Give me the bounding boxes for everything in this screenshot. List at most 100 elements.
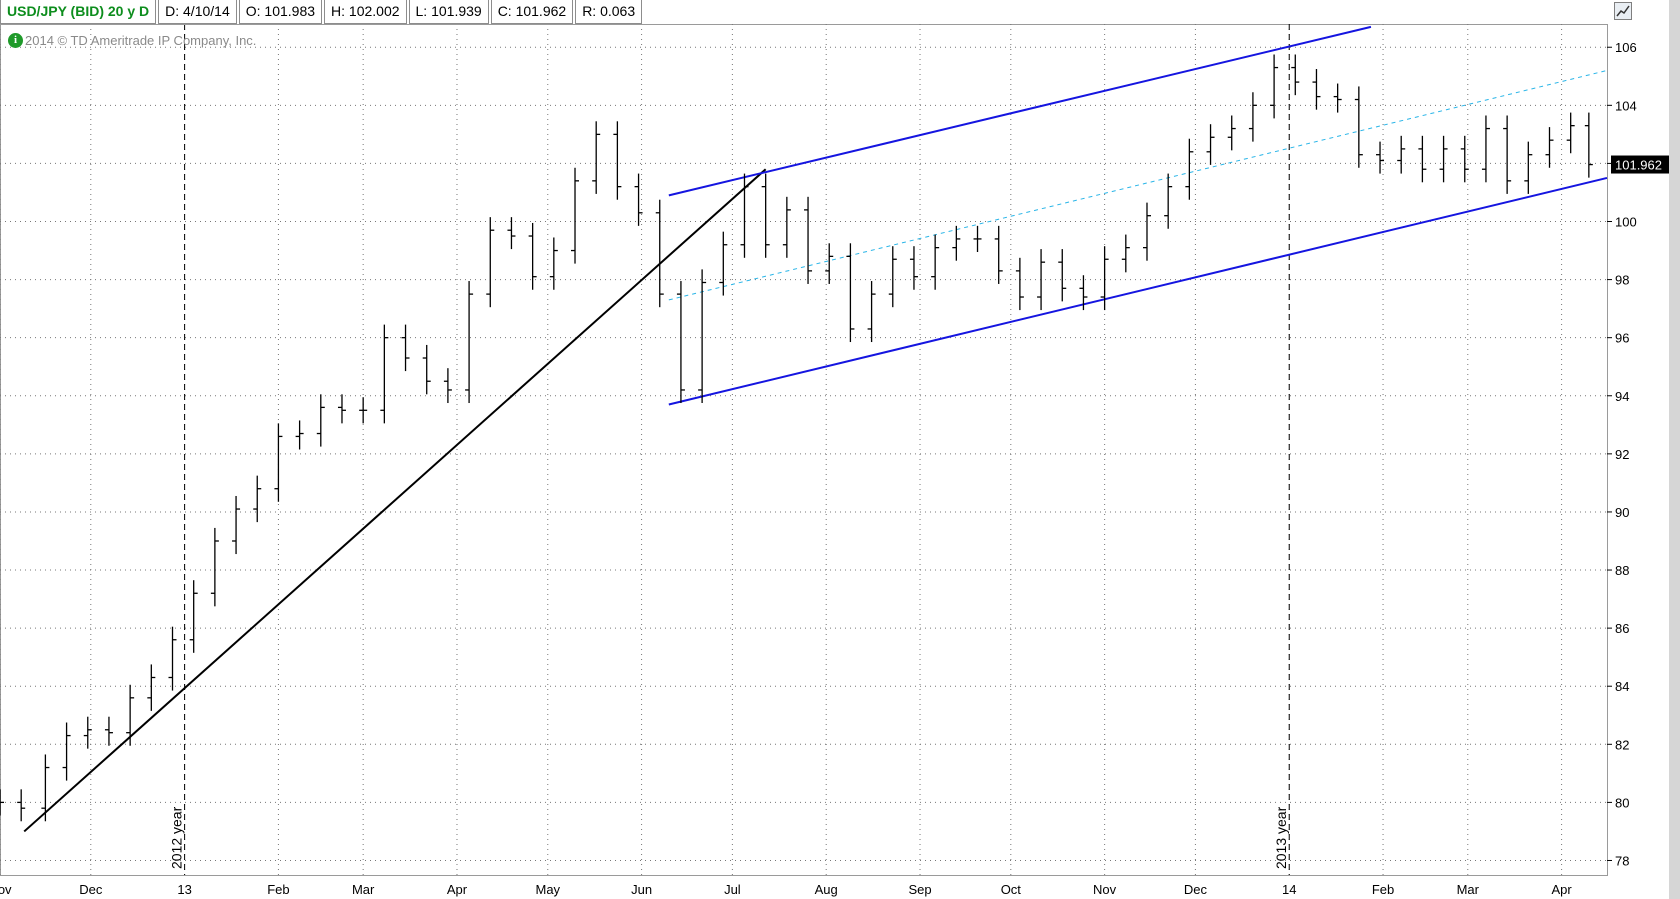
ohlc-bar <box>17 789 26 822</box>
ohlc-bar <box>994 225 1003 284</box>
x-tick-label: Feb <box>1372 882 1394 897</box>
chart-settings-icon <box>1616 5 1630 17</box>
ohlc-bar <box>1185 138 1194 200</box>
y-tick-label: 78 <box>1615 853 1629 868</box>
ohlc-bar <box>507 217 516 250</box>
ohlc-bar <box>867 281 876 343</box>
ohlc-bar <box>571 167 580 264</box>
ohlc-bar <box>232 495 241 555</box>
ohlc-bar <box>676 281 685 404</box>
y-tick-label: 100 <box>1615 215 1637 230</box>
ohlc-bar <box>1481 115 1490 183</box>
y-tick-label: 104 <box>1615 98 1637 113</box>
x-tick-label: Oct <box>1001 882 1022 897</box>
x-tick-label: 13 <box>177 882 191 897</box>
y-tick-label: 94 <box>1615 389 1629 404</box>
y-tick-label: 98 <box>1615 273 1629 288</box>
ohlc-bar <box>973 225 982 252</box>
y-tick-label: 84 <box>1615 679 1629 694</box>
copyright-notice: i 2014 © TD Ameritrade IP Company, Inc. <box>8 31 256 49</box>
chart-settings-button[interactable] <box>1614 2 1632 20</box>
ohlc-bar <box>1397 135 1406 174</box>
ohlc-bar <box>528 222 537 290</box>
last-price-box <box>1611 155 1669 174</box>
ohlc-bar <box>1545 127 1554 168</box>
channel-lower <box>668 176 1608 406</box>
ohlc-bar <box>380 324 389 424</box>
ohlc-bar <box>1333 83 1342 113</box>
x-tick-label: Nov <box>1093 882 1117 897</box>
ohlc-bar <box>62 722 71 781</box>
ohlc-bar <box>422 344 431 395</box>
ohlc-bar <box>1164 173 1173 229</box>
ohlc-bar <box>1460 135 1469 183</box>
symbol-label[interactable]: USD/JPY (BID) 20 y D <box>0 0 157 24</box>
ohlc-bar <box>274 423 283 502</box>
ohlc-bar <box>316 394 325 447</box>
y-tick-label: 106 <box>1615 40 1637 55</box>
ohlc-bar <box>1566 112 1575 154</box>
ohlc-bar <box>1418 135 1427 183</box>
year-label: 2013 year <box>1273 806 1289 869</box>
last-price-marker: 101.962 <box>1611 155 1669 174</box>
ohlc-bar <box>83 716 92 749</box>
ohlc-bar <box>1058 249 1067 302</box>
ohlc-bar <box>0 789 4 816</box>
y-tick-label: 92 <box>1615 447 1629 462</box>
ohlc-bar <box>465 281 474 404</box>
ohlc-bar <box>825 243 834 284</box>
ohlc-bar <box>655 199 664 308</box>
x-tick-label: May <box>535 882 560 897</box>
y-tick-label: 82 <box>1615 737 1629 752</box>
high-readout: H: 102.002 <box>324 0 407 24</box>
drawing-lines <box>23 25 1608 833</box>
channel-upper <box>668 25 1372 197</box>
ohlc-bar <box>931 234 940 290</box>
low-readout: L: 101.939 <box>408 0 489 24</box>
ohlc-bar <box>147 664 156 711</box>
ohlc-bar <box>1079 275 1088 311</box>
ohlc-bar <box>104 716 113 746</box>
plot-frame <box>0 24 1608 876</box>
ohlc-bar <box>1354 86 1363 168</box>
x-tick-label: Apr <box>447 882 468 897</box>
last-price-label: 101.962 <box>1615 158 1662 173</box>
ohlc-bar <box>1121 234 1130 273</box>
ohlc-bar <box>1206 124 1215 165</box>
ohlc-bar <box>761 173 770 258</box>
year-label: 2012 year <box>169 806 185 869</box>
ohlc-bar <box>210 527 219 607</box>
ohlc-bar <box>1503 115 1512 194</box>
price-bars <box>0 54 1593 822</box>
ohlc-bar <box>804 196 813 284</box>
ohlc-bar <box>698 269 707 404</box>
ohlc-bar <box>1376 141 1385 174</box>
ohlc-bar <box>1248 92 1257 142</box>
ohlc-bar <box>634 173 643 226</box>
y-tick-label: 88 <box>1615 563 1629 578</box>
ohlc-bar <box>1037 249 1046 311</box>
x-tick-label: Sep <box>908 882 931 897</box>
ohlc-bar <box>613 121 622 200</box>
ohlc-bar <box>168 626 177 691</box>
channel-midline <box>668 69 1608 301</box>
x-tick-label: 14 <box>1282 882 1296 897</box>
x-tick-label: Nov <box>0 882 12 897</box>
grid <box>0 24 1608 876</box>
info-icon[interactable]: i <box>8 32 23 48</box>
ohlc-bar <box>1439 135 1448 183</box>
ohlc-bar <box>1270 54 1279 119</box>
x-tick-label: Dec <box>1184 882 1208 897</box>
axes: 7880828486889092949698100102104106NovDec… <box>0 40 1669 897</box>
ohlc-bar <box>909 246 918 290</box>
ohlc-bar <box>1100 246 1109 311</box>
ohlc-bar <box>486 217 495 308</box>
x-tick-label: Mar <box>1457 882 1480 897</box>
ohlc-bar <box>1227 115 1236 151</box>
trendline <box>23 168 767 833</box>
x-tick-label: Aug <box>815 882 838 897</box>
ohlc-bar <box>592 121 601 194</box>
ohlc-bar <box>888 246 897 308</box>
ohlc-bar <box>1015 257 1024 311</box>
